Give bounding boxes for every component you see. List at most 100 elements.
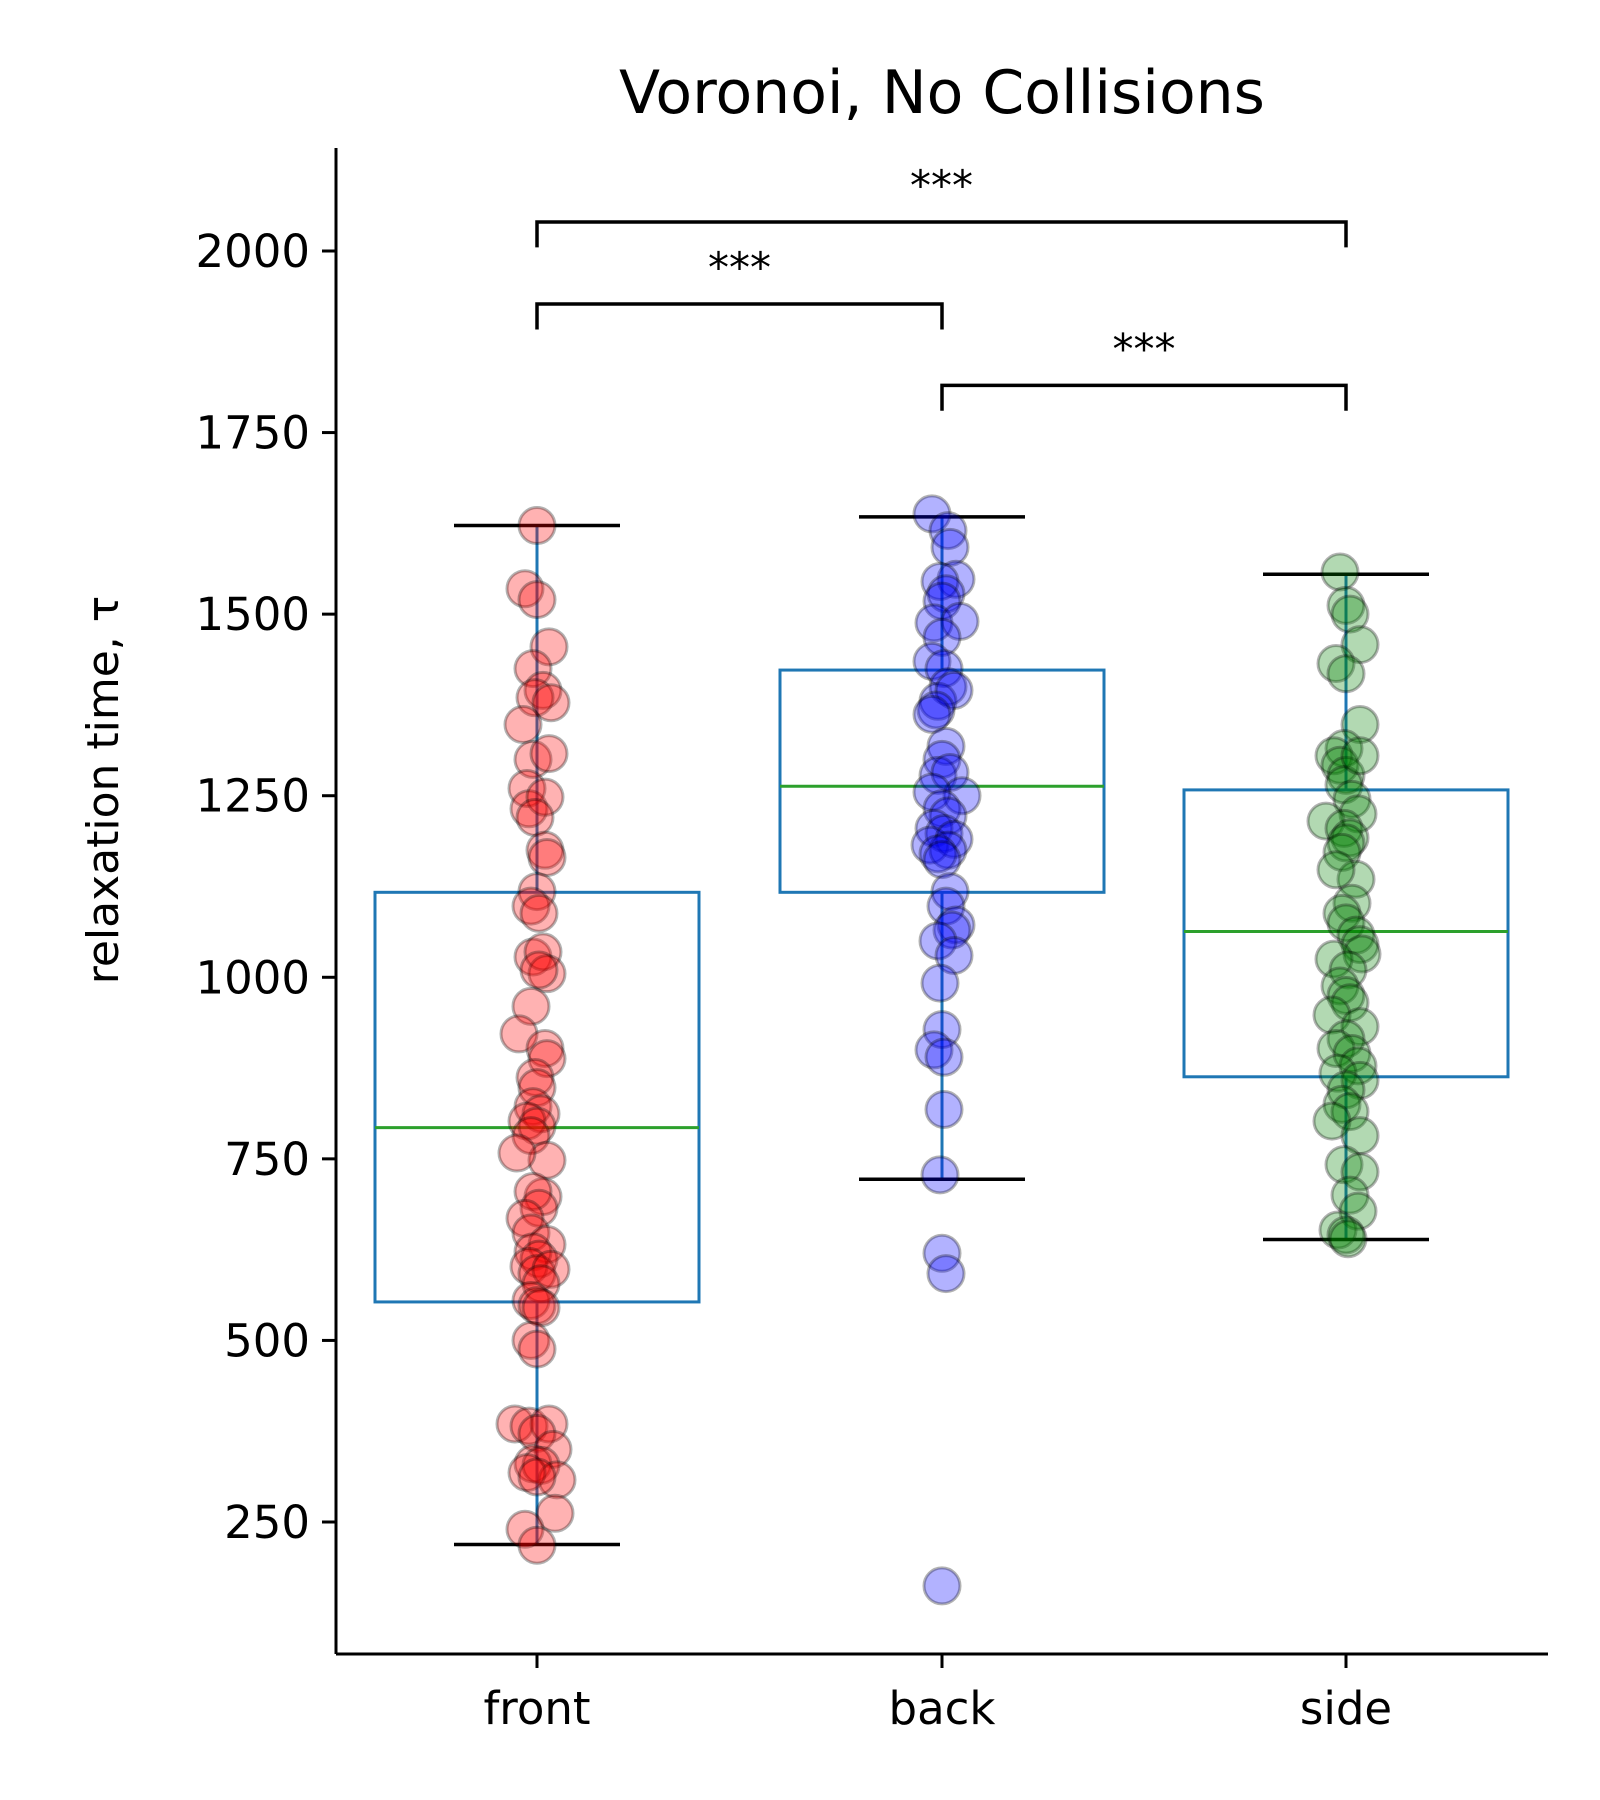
data-point <box>1312 995 1352 1035</box>
data-point <box>1340 625 1380 665</box>
data-point <box>517 1068 557 1108</box>
data-point <box>928 830 968 870</box>
data-point <box>1324 729 1364 769</box>
data-point <box>505 569 545 609</box>
data-point <box>521 1094 561 1134</box>
data-point <box>513 1172 553 1212</box>
data-point <box>912 494 952 534</box>
data-point <box>513 1087 553 1127</box>
data-point <box>1322 1084 1362 1124</box>
data-point <box>1340 925 1380 965</box>
data-point <box>1340 736 1380 776</box>
data-point <box>912 641 952 681</box>
data-point <box>1340 1152 1380 1192</box>
data-point <box>499 1014 539 1054</box>
data-point <box>1314 939 1354 979</box>
data-point <box>912 694 952 734</box>
data-point <box>934 670 974 710</box>
data-point <box>511 1320 551 1360</box>
data-point <box>1326 1019 1366 1059</box>
data-point <box>525 777 565 817</box>
data-point <box>926 726 966 766</box>
data-point <box>527 1225 567 1265</box>
data-point <box>936 905 976 945</box>
data-point <box>1318 1210 1358 1250</box>
data-point <box>527 1039 567 1079</box>
data-point <box>527 837 567 877</box>
data-point <box>505 1198 545 1238</box>
data-point <box>511 986 551 1026</box>
data-point <box>517 1254 557 1294</box>
box-front <box>373 523 701 1547</box>
x-tick-label-front: front <box>483 1682 590 1735</box>
y-tick-label: 2000 <box>195 225 310 278</box>
data-point <box>511 1116 551 1156</box>
data-point <box>934 819 974 859</box>
data-point <box>926 1254 966 1294</box>
data-point <box>1312 1101 1352 1141</box>
data-point <box>517 1413 557 1453</box>
data-point <box>531 1249 571 1289</box>
significance-bracket <box>535 220 1348 248</box>
data-point <box>1338 794 1378 834</box>
data-point <box>1330 594 1370 634</box>
data-point <box>525 830 565 870</box>
data-point <box>1338 1191 1378 1231</box>
data-point <box>511 1213 551 1253</box>
data-point <box>513 739 553 779</box>
data-point <box>1332 1034 1372 1074</box>
data-point <box>1330 1175 1370 1215</box>
data-point <box>1326 975 1366 1015</box>
data-point <box>523 932 563 972</box>
data-point <box>1326 585 1366 625</box>
data-point <box>930 872 970 912</box>
data-point <box>1324 765 1364 805</box>
data-point <box>1326 755 1366 795</box>
y-tick-label: 1750 <box>195 407 310 460</box>
data-point <box>517 580 557 620</box>
data-point <box>507 1453 547 1493</box>
data-point <box>527 954 567 994</box>
data-point <box>1306 801 1346 841</box>
data-point <box>940 601 980 641</box>
data-point <box>1326 903 1366 943</box>
significance-bracket <box>535 302 944 330</box>
box-iqr <box>1182 788 1510 1079</box>
data-point <box>497 1133 537 1173</box>
data-point <box>1328 1219 1368 1259</box>
box-iqr <box>373 890 701 1304</box>
y-tick-label: 1000 <box>195 951 310 1004</box>
data-point <box>918 834 958 874</box>
data-point <box>1336 859 1376 899</box>
data-point <box>920 963 960 1003</box>
significance-front-side: *** <box>535 161 1348 248</box>
data-point <box>523 670 563 710</box>
box-side <box>1182 572 1510 1242</box>
data-point <box>517 1525 557 1565</box>
data-point <box>535 1493 575 1533</box>
data-point <box>523 1177 563 1217</box>
data-point <box>537 1460 577 1500</box>
box-back <box>778 515 1106 1181</box>
data-point <box>519 1188 559 1228</box>
data-point <box>529 734 569 774</box>
data-point <box>1316 1028 1356 1068</box>
data-point <box>1340 1116 1380 1156</box>
data-point <box>1324 808 1364 848</box>
data-point <box>1320 552 1360 592</box>
data-point <box>1330 1092 1370 1132</box>
significance-back-side: *** <box>940 324 1348 411</box>
data-point <box>515 678 555 718</box>
data-point <box>1338 1046 1378 1086</box>
data-point <box>922 1233 962 1273</box>
data-point <box>1322 832 1362 872</box>
data-point <box>924 1037 964 1077</box>
data-point <box>1326 823 1366 863</box>
data-point <box>517 1286 557 1326</box>
data-point <box>1332 883 1372 923</box>
data-point <box>1336 915 1376 955</box>
data-point <box>1340 705 1380 745</box>
y-axis-label: relaxation time, τ <box>78 596 129 985</box>
data-point <box>922 581 962 621</box>
